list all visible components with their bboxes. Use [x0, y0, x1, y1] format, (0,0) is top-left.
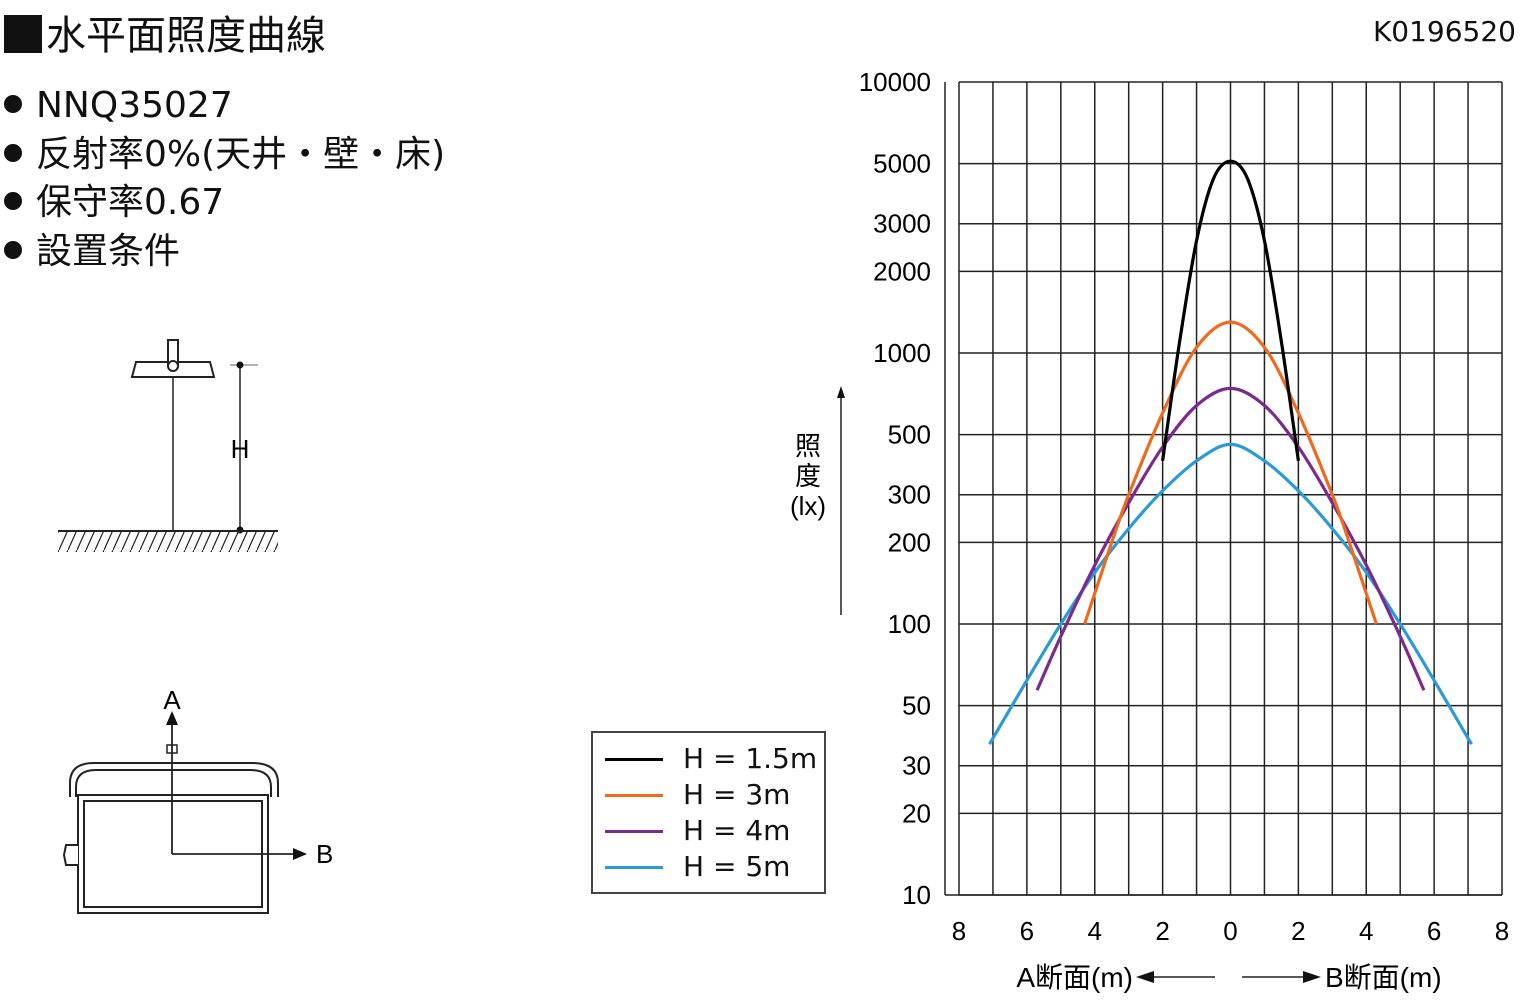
square-icon — [4, 15, 42, 53]
y-tick-label: 200 — [888, 527, 931, 557]
height-label: H — [231, 434, 250, 464]
document-code: K0196520 — [1372, 15, 1516, 48]
y-tick-label: 10 — [902, 880, 931, 910]
y-tick-label: 300 — [888, 480, 931, 510]
series-line-2 — [1083, 320, 1378, 625]
legend-item-h15: H = 1.5m — [605, 742, 818, 776]
axis-b-label: B — [316, 839, 333, 869]
axis-a-label: A — [163, 685, 181, 715]
legend: H = 1.5m H = 3m H = 4m H = 5m — [591, 731, 826, 894]
series-line-3 — [1035, 386, 1426, 691]
height-top-dot — [236, 361, 244, 369]
legend-item-h5: H = 5m — [605, 850, 815, 884]
y-tick-label: 500 — [888, 420, 931, 450]
bullet-product-number: NNQ35027 — [4, 84, 233, 128]
arrow-right-icon — [293, 848, 307, 860]
y-axis-label-group: 照度(lx) — [790, 386, 845, 615]
legend-swatch — [605, 866, 663, 869]
legend-item-h3: H = 3m — [605, 778, 815, 812]
tick-labels: 1020305010020030050010002000300050001000… — [859, 67, 1510, 946]
y-tick-label: 5000 — [873, 149, 931, 179]
x-tick-label: 6 — [1427, 916, 1441, 946]
x-tick-label: 0 — [1223, 916, 1237, 946]
y-tick-label: 1000 — [873, 338, 931, 368]
y-tick-label: 2000 — [873, 256, 931, 286]
y-tick-label: 30 — [902, 751, 931, 781]
x-axis-label-left: A断面(m) — [1016, 962, 1133, 993]
installation-diagram: H — [58, 339, 278, 552]
x-tick-label: 2 — [1155, 916, 1169, 946]
legend-item-h4: H = 4m — [605, 814, 815, 848]
legend-swatch — [605, 830, 663, 833]
arrow-left-icon — [1136, 971, 1154, 983]
legend-label: H = 5m — [683, 850, 791, 883]
arrow-up-icon — [837, 386, 845, 398]
bullet-dot-icon — [4, 144, 22, 162]
y-axis-label: 照度(lx) — [790, 431, 826, 521]
x-axis-label-right: B断面(m) — [1325, 962, 1442, 993]
x-tick-label: 2 — [1291, 916, 1305, 946]
arrow-up-icon — [166, 711, 178, 725]
bullet-installation-conditions: 設置条件 — [4, 230, 180, 274]
y-tick-label: 100 — [888, 609, 931, 639]
x-tick-label: 4 — [1088, 916, 1102, 946]
x-tick-label: 8 — [1495, 916, 1509, 946]
bullet-dot-icon — [4, 241, 22, 259]
y-tick-label: 10000 — [859, 67, 931, 97]
x-tick-label: 4 — [1359, 916, 1373, 946]
x-tick-label: 8 — [952, 916, 966, 946]
legend-label: H = 1.5m — [683, 742, 818, 775]
legend-label: H = 4m — [683, 814, 791, 847]
x-axis-label-group: A断面(m) B断面(m) — [1016, 962, 1441, 993]
title-text: 水平面照度曲線 — [46, 13, 326, 59]
bullet-reflectance: 反射率0%(天井・壁・床) — [4, 133, 445, 177]
x-tick-label: 6 — [1020, 916, 1034, 946]
y-tick-label: 3000 — [873, 209, 931, 239]
series-line-1 — [1161, 159, 1300, 462]
y-tick-label: 20 — [902, 798, 931, 828]
luminaire-side-icon — [130, 339, 216, 378]
page-title: 水平面照度曲線 — [4, 10, 326, 62]
floor-hatch — [58, 532, 278, 552]
bullet-maintenance-factor: 保守率0.67 — [4, 181, 224, 225]
orientation-diagram: A B — [62, 685, 333, 914]
legend-swatch — [605, 794, 663, 797]
grid — [944, 81, 1503, 896]
bullet-dot-icon — [4, 95, 22, 113]
bullet-dot-icon — [4, 192, 22, 210]
curves — [988, 159, 1473, 746]
arrow-right-icon — [1303, 971, 1321, 983]
legend-label: H = 3m — [683, 778, 791, 811]
legend-swatch — [605, 758, 663, 761]
series-line-4 — [988, 442, 1473, 746]
y-tick-label: 50 — [902, 691, 931, 721]
